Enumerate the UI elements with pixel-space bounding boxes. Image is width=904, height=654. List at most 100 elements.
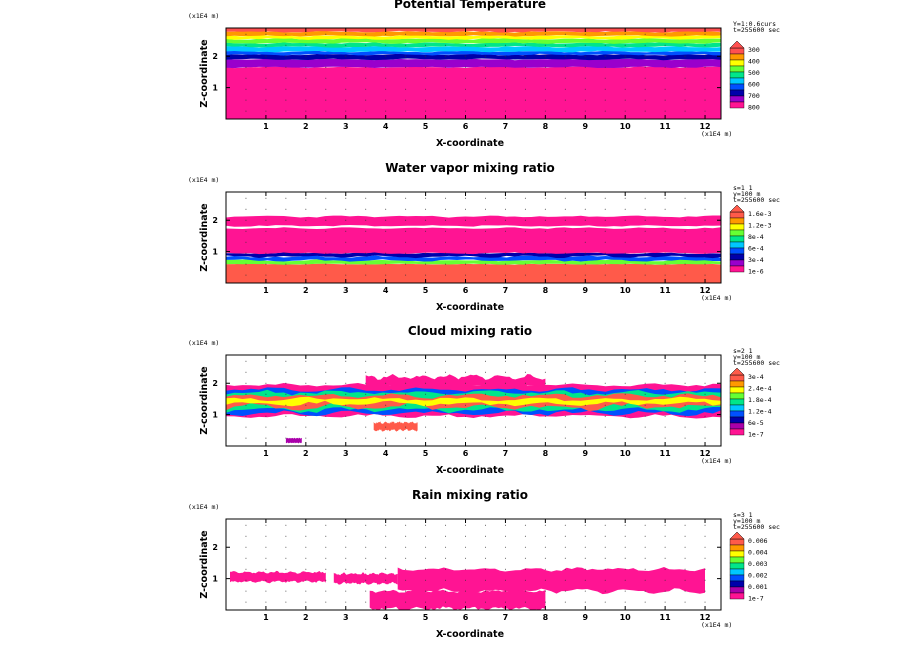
grid-dot (385, 111, 386, 112)
grid-dot (525, 56, 526, 57)
grid-dot (385, 558, 386, 559)
grid-dot (585, 394, 586, 395)
colorbar-arrow (730, 368, 744, 375)
colorbar-swatch (730, 254, 744, 260)
x-tick-label: 8 (543, 613, 549, 622)
grid-dot (585, 198, 586, 199)
grid-dot (285, 569, 286, 570)
grid-dot (245, 275, 246, 276)
grid-dot (645, 198, 646, 199)
grid-dot (705, 100, 706, 101)
grid-dot (445, 394, 446, 395)
grid-dot (245, 100, 246, 101)
grid-dot (405, 242, 406, 243)
grid-dot (305, 427, 306, 428)
grid-dot (685, 34, 686, 35)
grid-dot (525, 209, 526, 210)
grid-dot (305, 569, 306, 570)
grid-dot (325, 275, 326, 276)
x-tick-label: 4 (383, 613, 389, 622)
z-tick-label: 1 (212, 411, 218, 420)
grid-dot (305, 438, 306, 439)
grid-dot (285, 438, 286, 439)
grid-dot (545, 580, 546, 581)
rain-patch (334, 573, 398, 585)
grid-dot (385, 580, 386, 581)
theta-band (226, 66, 721, 119)
grid-dot (565, 547, 566, 548)
grid-dot (305, 111, 306, 112)
grid-dot (365, 558, 366, 559)
figure: Potential Temperature(x1E4 m)1 2 3 4 5 6 7 8 9 10… (0, 0, 904, 654)
grid-dot (485, 253, 486, 254)
grid-dot (265, 536, 266, 537)
grid-dot (425, 275, 426, 276)
colorbar-swatch (730, 90, 744, 96)
grid-dot (525, 67, 526, 68)
grid-dot (465, 569, 466, 570)
grid-dot (465, 67, 466, 68)
vapor-band (226, 216, 721, 227)
grid-dot (465, 394, 466, 395)
grid-dot (665, 405, 666, 406)
grid-dot (385, 198, 386, 199)
grid-dot (605, 220, 606, 221)
colorbar-label: 300 (748, 46, 760, 54)
grid-dot (385, 34, 386, 35)
grid-dot (485, 602, 486, 603)
grid-dot (345, 361, 346, 362)
grid-dot (625, 569, 626, 570)
grid-dot (685, 78, 686, 79)
grid-dot (565, 383, 566, 384)
grid-dot (705, 231, 706, 232)
grid-dot (485, 569, 486, 570)
colorbar-arrow (730, 532, 744, 539)
grid-dot (245, 220, 246, 221)
grid-dot (465, 427, 466, 428)
grid-dot (325, 34, 326, 35)
grid-dot (645, 427, 646, 428)
colorbar-swatch (730, 587, 744, 593)
grid-dot (245, 198, 246, 199)
grid-dot (645, 438, 646, 439)
grid-dot (585, 67, 586, 68)
x-axis-label: X-coordinate (436, 629, 504, 640)
grid-dot (585, 372, 586, 373)
colorbar-swatch (730, 48, 744, 54)
grid-dot (465, 438, 466, 439)
grid-dot (585, 220, 586, 221)
z-tick-label: 2 (212, 216, 218, 225)
x-tick-label: 11 (660, 613, 672, 622)
grid-dot (265, 394, 266, 395)
grid-dot (265, 591, 266, 592)
grid-dot (625, 253, 626, 254)
grid-dot (585, 34, 586, 35)
grid-dot (565, 231, 566, 232)
grid-dot (365, 536, 366, 537)
grid-dot (245, 231, 246, 232)
grid-dot (685, 242, 686, 243)
grid-dot (525, 405, 526, 406)
grid-dot (545, 198, 546, 199)
colorbar-label: 1e-6 (748, 268, 764, 276)
panel-3: Cloud mixing ratio(x1E4 m)1 2 3 4 5 6 7 8 9 10 11 1… (188, 324, 780, 476)
grid-dot (265, 361, 266, 362)
grid-dot (405, 56, 406, 57)
grid-dot (545, 89, 546, 90)
grid-dot (565, 56, 566, 57)
grid-dot (705, 591, 706, 592)
grid-dot (485, 558, 486, 559)
colorbar-swatch (730, 78, 744, 84)
grid-dot (705, 34, 706, 35)
field-layer (226, 374, 721, 443)
grid-dot (405, 427, 406, 428)
grid-dot (645, 405, 646, 406)
grid-dot (685, 361, 686, 362)
grid-dot (405, 394, 406, 395)
grid-dot (605, 427, 606, 428)
grid-dot (325, 45, 326, 46)
grid-dot (305, 558, 306, 559)
grid-dot (445, 602, 446, 603)
grid-dot (505, 220, 506, 221)
grid-dot (625, 438, 626, 439)
